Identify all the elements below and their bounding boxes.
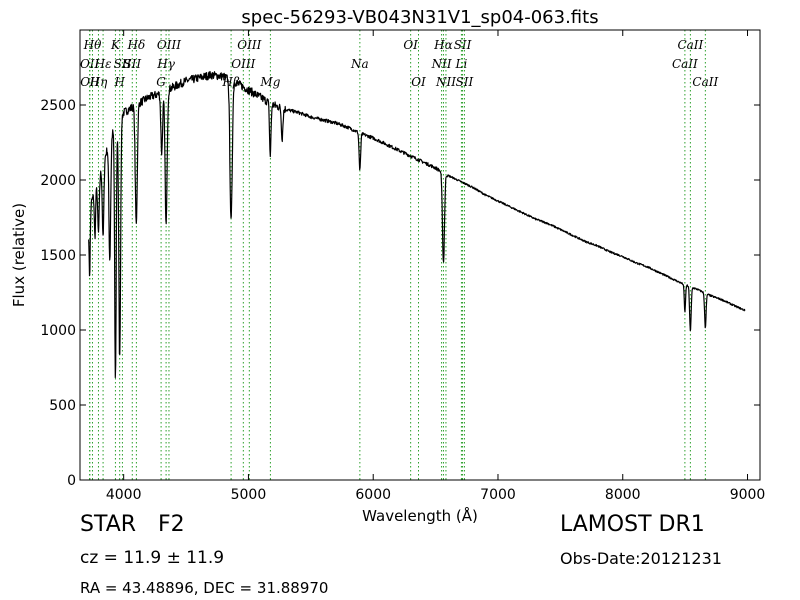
line-marker-label: CaII (677, 38, 703, 52)
line-marker-label: CaII (672, 57, 698, 71)
line-marker-label: Na (350, 57, 369, 71)
line-marker-label: SII (123, 57, 141, 71)
y-tick-label: 1000 (40, 323, 76, 339)
line-marker-label: SII (454, 38, 472, 52)
line-marker-label: Hε (94, 57, 112, 71)
line-marker-label: Hθ (83, 38, 102, 52)
line-marker-label: OIII (231, 57, 255, 71)
line-marker-label: CaII (692, 75, 718, 89)
line-marker-label: K (110, 38, 121, 52)
line-marker-label: OIII (237, 38, 261, 52)
line-marker-label: OIII (157, 38, 181, 52)
object-class: STAR (80, 512, 137, 537)
object-class-row: STAR F2 (80, 512, 185, 537)
ra-dec-coordinates: RA = 43.48896, DEC = 31.88970 (80, 579, 329, 597)
x-tick-label: 8000 (605, 487, 641, 503)
y-tick-label: 2500 (40, 98, 76, 114)
object-subclass: F2 (158, 512, 185, 537)
x-axis: 4000 5000 6000 7000 8000 9000 (106, 30, 765, 503)
line-marker-label: NII (435, 75, 456, 89)
x-tick-label: 6000 (355, 487, 391, 503)
x-tick-label: 5000 (231, 487, 267, 503)
x-axis-label: Wavelength (Å) (362, 506, 478, 525)
y-tick-label: 500 (49, 398, 76, 414)
line-marker-label: Hα (433, 38, 453, 52)
x-tick-label: 9000 (730, 487, 766, 503)
line-marker-label: SII (456, 75, 474, 89)
line-marker-label: OII (80, 57, 100, 71)
line-marker-label: Hγ (156, 57, 175, 71)
y-axis-label: Flux (relative) (10, 203, 28, 307)
chart-title: spec-56293-VB043N31V1_sp04-063.fits (241, 7, 598, 28)
y-tick-label: 1500 (40, 248, 76, 264)
x-tick-label: 4000 (106, 487, 142, 503)
line-marker-label: NII (431, 57, 452, 71)
line-marker-label: OI (411, 75, 426, 89)
line-markers: OIIOIIHθHηHεKHSIISIIHδGHγOIIIHβOIIIOIIIM… (80, 30, 719, 480)
redshift-value: cz = 11.9 ± 11.9 (80, 548, 225, 568)
line-marker-label: SII (114, 57, 132, 71)
line-marker-label: Mg (259, 75, 280, 89)
line-marker-label: OI (403, 38, 418, 52)
line-marker-label: Li (455, 57, 468, 71)
survey-name: LAMOST DR1 (560, 512, 705, 537)
line-marker-label: G (156, 75, 166, 89)
line-marker-label: Hδ (127, 38, 146, 52)
spectrum-line (88, 70, 746, 379)
line-marker-label: OII (80, 75, 100, 89)
y-axis: 0 500 1000 1500 2000 2500 (40, 98, 760, 489)
y-tick-label: 2000 (40, 173, 76, 189)
y-tick-label: 0 (67, 473, 76, 489)
line-marker-label: Hη (89, 75, 108, 89)
x-tick-label: 7000 (480, 487, 516, 503)
line-marker-label: H (113, 75, 125, 89)
plot-frame (79, 29, 761, 481)
observation-date: Obs-Date:20121231 (560, 549, 722, 568)
